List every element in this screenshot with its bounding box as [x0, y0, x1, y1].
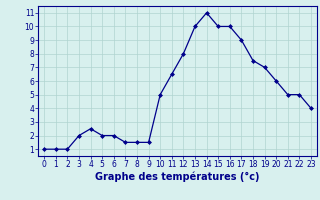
X-axis label: Graphe des températures (°c): Graphe des températures (°c): [95, 172, 260, 182]
